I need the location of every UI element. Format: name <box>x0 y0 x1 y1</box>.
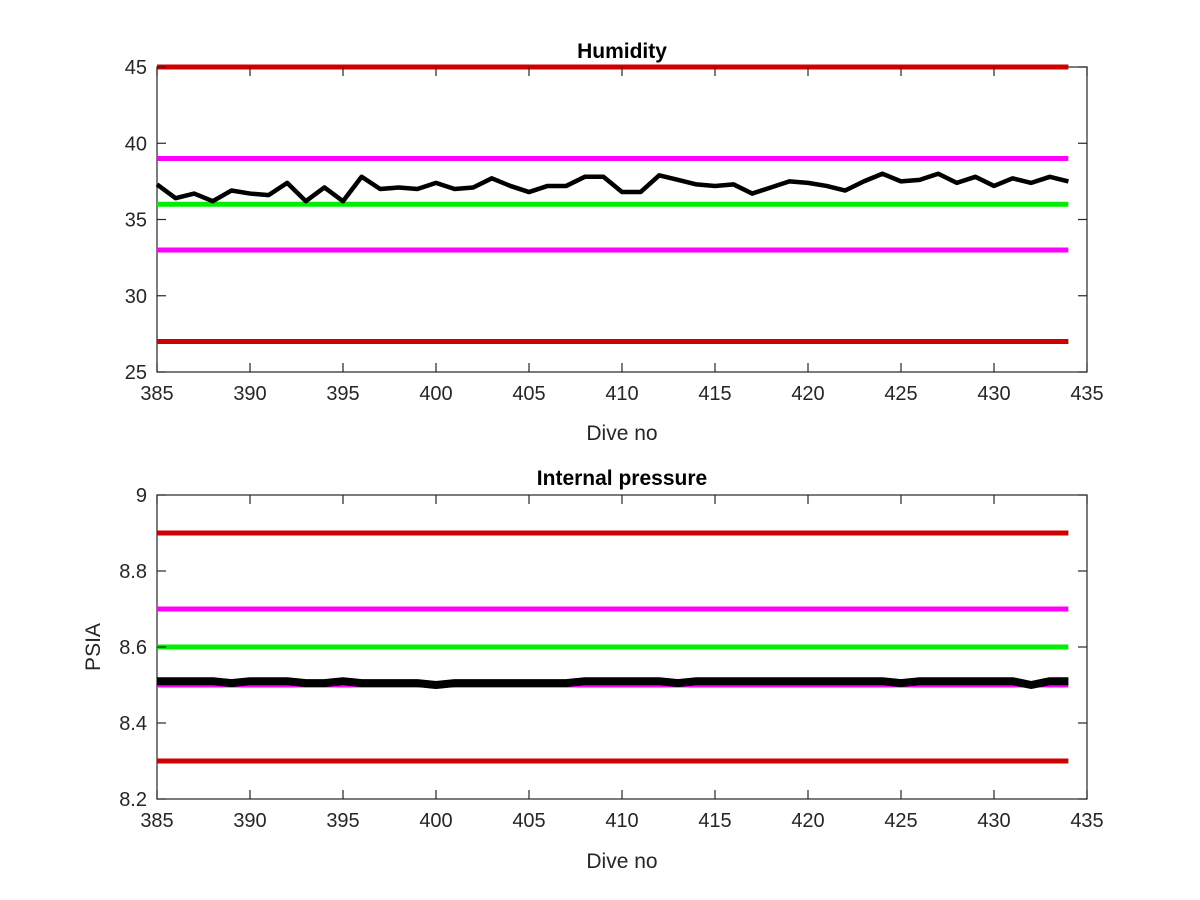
humidity-x-tick-label: 415 <box>698 383 731 405</box>
pressure-series-line-0 <box>157 677 1069 689</box>
humidity-x-tick-label: 435 <box>1070 383 1103 405</box>
pressure-x-tick-label: 400 <box>419 810 452 832</box>
humidity-y-tick-label: 30 <box>125 286 147 308</box>
pressure-x-tick-label: 405 <box>512 810 545 832</box>
humidity-x-tick-label: 385 <box>140 383 173 405</box>
humidity-y-tick-label: 45 <box>125 57 147 79</box>
humidity-x-tick-label: 410 <box>605 383 638 405</box>
pressure-y-tick-label: 8.6 <box>119 637 147 659</box>
humidity-marks <box>155 64 1069 344</box>
humidity-x-tick-label: 430 <box>977 383 1010 405</box>
pressure-x-tick-label: 385 <box>140 810 173 832</box>
humidity-x-tick-label: 405 <box>512 383 545 405</box>
pressure-x-tick-label: 410 <box>605 810 638 832</box>
humidity-series-line-0 <box>155 171 1069 204</box>
pressure-marks <box>157 530 1069 764</box>
pressure-x-tick-label: 420 <box>791 810 824 832</box>
humidity-x-tick-label: 395 <box>326 383 359 405</box>
humidity-plot: 385 390 395 400 405 410 415 420 425 430 435 25 30 35 4… <box>125 40 1104 445</box>
humidity-x-tick-label: 425 <box>884 383 917 405</box>
pressure-x-tick-label: 425 <box>884 810 917 832</box>
humidity-axes-frame <box>156 66 1088 373</box>
pressure-x-tick-label: 435 <box>1070 810 1103 832</box>
pressure-x-tick-label: 415 <box>698 810 731 832</box>
humidity-title: Humidity <box>577 40 667 63</box>
pressure-x-tick-label: 395 <box>326 810 359 832</box>
pressure-y-tick-label: 8.8 <box>119 561 147 583</box>
humidity-y-tick-label: 25 <box>125 362 147 384</box>
humidity-y-tick-label: 35 <box>125 210 147 232</box>
humidity-x-tick-label: 420 <box>791 383 824 405</box>
pressure-title: Internal pressure <box>537 467 707 490</box>
humidity-x-tick-label: 390 <box>233 383 266 405</box>
pressure-y-tick-label: 8.4 <box>119 713 147 735</box>
humidity-y-tick-label: 40 <box>125 133 147 155</box>
pressure-x-tick-label: 390 <box>233 810 266 832</box>
pressure-y-tick-label: 9 <box>136 485 147 507</box>
humidity-x-axis-label: Dive no <box>586 422 657 445</box>
humidity-ticks: 385 390 395 400 405 410 415 420 425 430 435 25 30 35 4… <box>125 57 1104 405</box>
internal-pressure-plot: 385 390 395 400 405 410 415 420 425 430 435 8.2 8.4 8… <box>82 467 1104 873</box>
pressure-y-tick-label: 8.2 <box>119 789 147 811</box>
pressure-x-axis-label: Dive no <box>586 850 657 873</box>
humidity-x-tick-label: 400 <box>419 383 452 405</box>
pressure-ticks: 385 390 395 400 405 410 415 420 425 430 435 8.2 8.4 8… <box>119 485 1104 832</box>
pressure-y-axis-label: PSIA <box>82 623 105 671</box>
pressure-x-tick-label: 430 <box>977 810 1010 832</box>
